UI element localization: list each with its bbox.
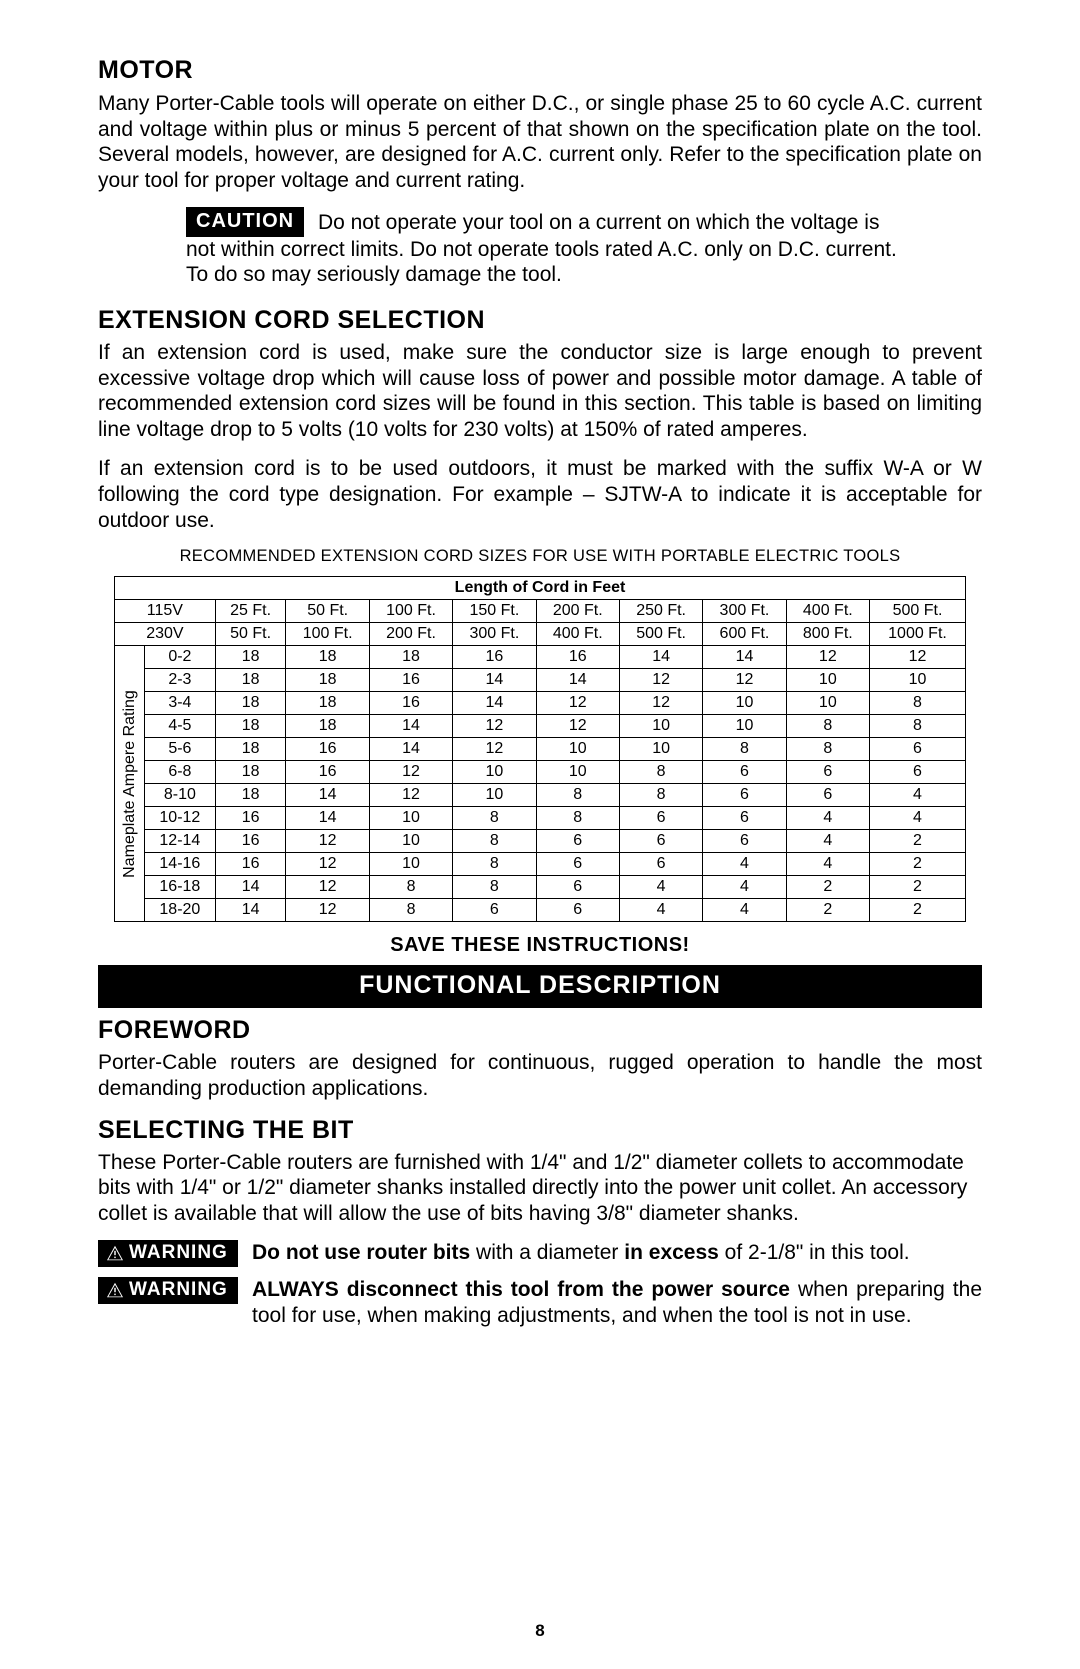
- table-top-header: Length of Cord in Feet: [115, 577, 966, 600]
- extcord-heading: EXTENSION CORD SELECTION: [98, 306, 982, 335]
- warning-1-text: Do not use router bits with a diameter i…: [252, 1240, 982, 1266]
- row-115v: 115V 25 Ft. 50 Ft. 100 Ft. 150 Ft. 200 F…: [115, 600, 966, 623]
- warning-row-1: WARNING Do not use router bits with a di…: [98, 1240, 982, 1267]
- table-row: 5-6181614121010886: [115, 738, 966, 761]
- caution-badge: CAUTION: [186, 207, 304, 236]
- selecting-bit-paragraph: These Porter-Cable routers are furnished…: [98, 1150, 982, 1227]
- warning-triangle-icon: [106, 1282, 124, 1298]
- table-row: 10-12161410886644: [115, 807, 966, 830]
- table-row: 6-818161210108666: [115, 761, 966, 784]
- extcord-p1: If an extension cord is used, make sure …: [98, 340, 982, 442]
- table-row: 18-2014128664422: [115, 899, 966, 922]
- selecting-bit-heading: SELECTING THE BIT: [98, 1116, 982, 1145]
- warning-row-2: WARNING ALWAYS disconnect this tool from…: [98, 1277, 982, 1328]
- table-caption: RECOMMENDED EXTENSION CORD SIZES FOR USE…: [98, 547, 982, 566]
- foreword-paragraph: Porter-Cable routers are designed for co…: [98, 1050, 982, 1101]
- warning-badge: WARNING: [98, 1277, 238, 1304]
- table-row: 2-3181816141412121010: [115, 669, 966, 692]
- cord-table-wrap: Length of Cord in Feet 115V 25 Ft. 50 Ft…: [114, 576, 966, 922]
- save-instructions: SAVE THESE INSTRUCTIONS!: [98, 934, 982, 957]
- table-row: Nameplate Ampere Rating 0-2 181818161614…: [115, 646, 966, 669]
- row-230v: 230V 50 Ft. 100 Ft. 200 Ft. 300 Ft. 400 …: [115, 623, 966, 646]
- row-230v-label: 230V: [115, 623, 216, 646]
- page-number: 8: [0, 1621, 1080, 1641]
- table-row: 12-14161210866642: [115, 830, 966, 853]
- side-header-cell: Nameplate Ampere Rating: [115, 646, 145, 922]
- warning-triangle-icon: [106, 1245, 124, 1261]
- motor-heading: MOTOR: [98, 56, 982, 85]
- extcord-p2: If an extension cord is to be used outdo…: [98, 456, 982, 533]
- warning-label: WARNING: [129, 1279, 228, 1301]
- warning-badge: WARNING: [98, 1240, 238, 1267]
- table-row: 3-418181614121210108: [115, 692, 966, 715]
- warning-2-text: ALWAYS disconnect this tool from the pow…: [252, 1277, 982, 1328]
- table-row: 14-16161210866442: [115, 853, 966, 876]
- foreword-heading: FOREWORD: [98, 1016, 982, 1045]
- row-115v-label: 115V: [115, 600, 216, 623]
- caution-block: CAUTION Do not operate your tool on a cu…: [98, 207, 982, 288]
- functional-description-banner: FUNCTIONAL DESCRIPTION: [98, 965, 982, 1008]
- motor-paragraph: Many Porter-Cable tools will operate on …: [98, 91, 982, 193]
- side-header: Nameplate Ampere Rating: [121, 690, 139, 878]
- table-row: 16-1814128864422: [115, 876, 966, 899]
- warning-label: WARNING: [129, 1242, 228, 1264]
- cord-table: Length of Cord in Feet 115V 25 Ft. 50 Ft…: [114, 576, 966, 922]
- table-row: 8-101814121088664: [115, 784, 966, 807]
- table-row: 4-51818141212101088: [115, 715, 966, 738]
